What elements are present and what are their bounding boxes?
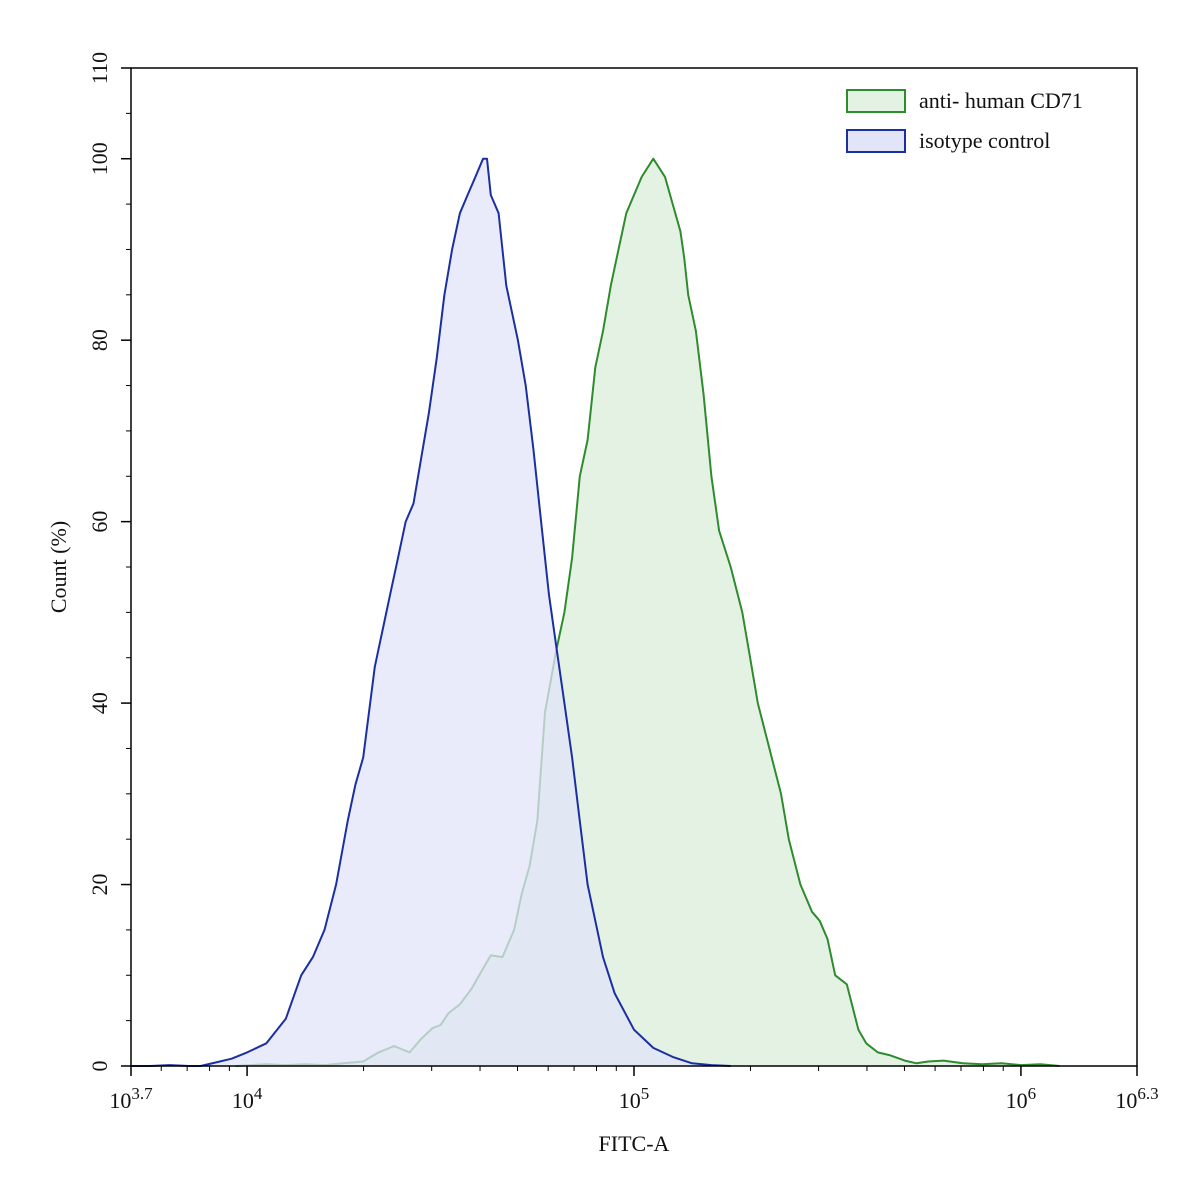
series-areas [131,157,1060,1067]
x-axis: 103.7 104 105 106 106.3 [109,1066,1159,1113]
x-axis-title: FITC-A [599,1131,670,1156]
legend: anti- human CD71 isotype control [846,88,1083,153]
legend-swatch [846,129,906,153]
y-tick-label: 60 [87,511,112,533]
y-axis-title: Count (%) [46,521,71,613]
y-tick-label: 100 [87,142,112,175]
x-tick-label: 106 [1006,1084,1037,1113]
x-tick-label: 106.3 [1115,1084,1158,1113]
series-2-area [131,158,731,1066]
series-2-line [131,157,731,1067]
y-tick-label: 110 [87,52,112,84]
y-tick-label: 0 [87,1061,112,1072]
y-tick-label: 40 [87,692,112,714]
x-tick-label: 104 [232,1084,263,1113]
legend-label: anti- human CD71 [919,88,1083,113]
series-1-area [235,158,1060,1066]
legend-label: isotype control [919,128,1050,153]
y-tick-label: 20 [87,874,112,896]
x-tick-label: 103.7 [109,1084,153,1113]
y-axis: 0 20 40 60 80 100 110 [87,52,131,1072]
y-tick-label: 80 [87,329,112,351]
legend-swatch [846,89,906,113]
x-tick-label: 105 [619,1084,650,1113]
